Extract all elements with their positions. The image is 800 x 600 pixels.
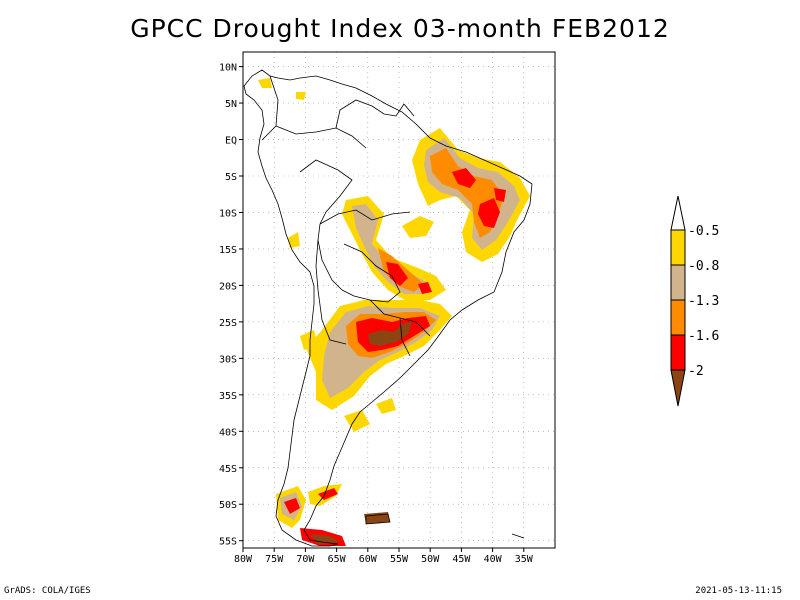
legend-arrow-bottom	[670, 369, 686, 407]
drought-area-central-red	[386, 262, 432, 294]
lon-label: 55W	[390, 554, 409, 565]
lat-label: 25S	[219, 318, 237, 329]
plot-area	[242, 52, 555, 548]
legend-label: -0.8	[688, 259, 719, 274]
lat-label: 50S	[219, 500, 237, 511]
drought-patch-argentina-2	[376, 398, 396, 414]
drought-area-ne-brazil-red	[452, 168, 506, 228]
lat-label: 40S	[219, 427, 237, 438]
legend-arrow-top	[670, 195, 686, 231]
lon-label: 60W	[359, 554, 378, 565]
coastlines-and-borders	[243, 69, 533, 547]
drought-area-patagonia-red	[284, 498, 300, 514]
drought-areas	[258, 78, 530, 546]
lat-label: 10N	[219, 63, 237, 74]
footer-timestamp: 2021-05-13-11:15	[695, 586, 782, 596]
drought-patch-north-2	[296, 92, 306, 100]
drought-patch-bolivia	[402, 216, 434, 238]
country-borders	[261, 75, 431, 357]
lat-label: 45S	[219, 464, 237, 475]
drought-patch-chile	[300, 330, 318, 350]
lat-label: 35S	[219, 391, 237, 402]
lat-label: 30S	[219, 354, 237, 365]
footer-credit: GrADS: COLA/IGES	[4, 586, 91, 596]
latitude-labels: 10N 5N EQ 5S 10S 15S 20S 25S 30S 35S 40S 45S 50S 55S	[219, 63, 243, 548]
lat-label: 15S	[219, 245, 237, 256]
legend-swatch-minus1-3	[670, 299, 686, 336]
legend-label: -1.3	[688, 294, 719, 309]
longitude-labels: 80W 75W 70W 65W 60W 55W 50W 45W 40W 35W	[234, 548, 534, 565]
legend-label: -2	[688, 364, 704, 379]
lon-label: 50W	[421, 554, 440, 565]
lon-label: 70W	[296, 554, 315, 565]
south-america-coastline	[243, 69, 533, 547]
lat-label: 5N	[225, 99, 237, 110]
lon-label: 80W	[234, 554, 253, 565]
islands-falklands	[365, 513, 391, 525]
drought-patch-argentina-1	[344, 410, 370, 432]
lon-label: 75W	[265, 554, 284, 565]
lat-label: 55S	[219, 537, 237, 548]
island-south	[511, 533, 525, 539]
map-title: GPCC Drought Index 03-month FEB2012	[130, 14, 670, 43]
lon-label: 65W	[328, 554, 347, 565]
lon-label: 45W	[452, 554, 471, 565]
legend-swatch-minus0-8	[670, 264, 686, 301]
drought-area-falklands	[364, 512, 390, 524]
lat-label: 20S	[219, 281, 237, 292]
lat-label: 5S	[225, 172, 237, 183]
legend-colorbar: -0.5 -0.8 -1.3 -1.6 -2	[670, 195, 719, 407]
legend-label: -0.5	[688, 224, 719, 239]
drought-area-central-tan	[352, 204, 430, 294]
drought-patch-north-1	[258, 78, 272, 88]
legend-swatch-minus1-6	[670, 334, 686, 371]
lon-label: 35W	[515, 554, 534, 565]
legend-label: -1.6	[688, 329, 719, 344]
lat-label: 10S	[219, 208, 237, 219]
drought-patch-peru	[288, 232, 300, 248]
lat-label: EQ	[225, 136, 237, 147]
legend-swatch-minus0-5	[670, 229, 686, 266]
lon-label: 40W	[484, 554, 503, 565]
